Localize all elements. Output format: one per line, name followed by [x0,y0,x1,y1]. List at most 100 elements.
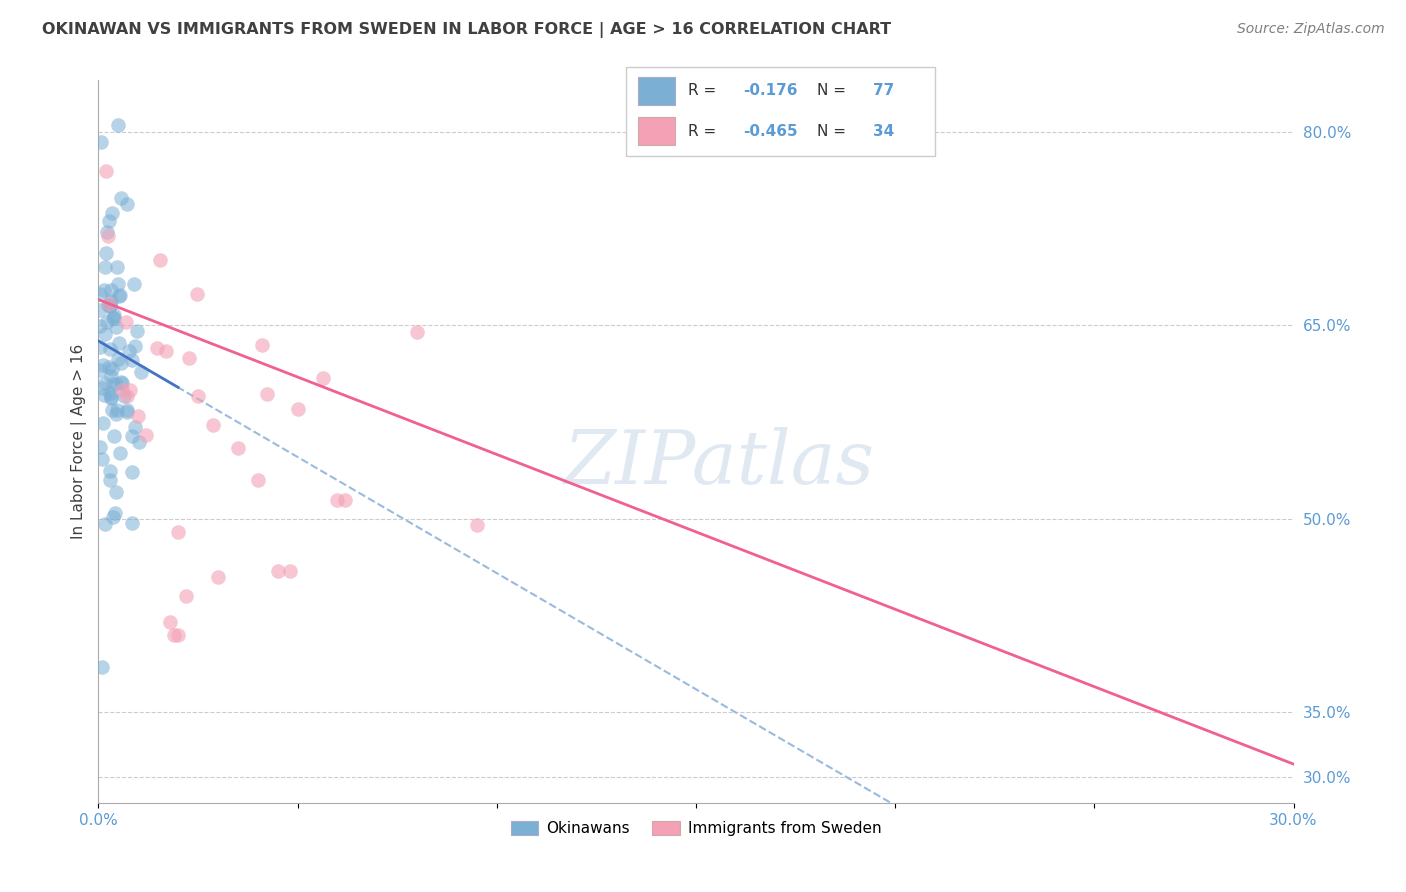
Point [115,405,138,419]
Point [96,163,118,178]
Point [94,376,117,391]
Point [100,391,122,405]
Point [104,320,127,334]
Point [124,419,146,434]
Point [100,283,122,297]
Bar [638,77,675,105]
Point [406,325,429,339]
Text: N =: N = [817,124,851,138]
Point [89,340,111,354]
Point [105,377,128,392]
Text: OKINAWAN VS IMMIGRANTS FROM SWEDEN IN LABOR FORCE | AGE > 16 CORRELATION CHART: OKINAWAN VS IMMIGRANTS FROM SWEDEN IN LA… [42,22,891,38]
Text: 77: 77 [873,84,894,98]
Point [89,440,111,454]
Point [115,196,138,211]
Point [207,570,229,584]
Point [98,474,121,488]
Point [115,389,138,403]
Text: -0.465: -0.465 [744,124,797,138]
Point [128,435,150,450]
Point [98,298,121,312]
Point [89,303,111,318]
Point [96,246,118,260]
Point [256,387,278,401]
Point [335,492,357,507]
Point [121,516,143,531]
Point [91,381,114,395]
Point [89,363,111,377]
Text: ZIPatlas: ZIPatlas [564,427,876,500]
Point [127,409,149,423]
Point [105,260,128,274]
Point [110,355,132,369]
Point [115,315,138,329]
Point [163,628,186,642]
Point [110,376,132,390]
Point [89,319,111,334]
Point [93,388,115,402]
Point [465,518,488,533]
Bar [638,117,675,145]
Point [101,311,124,326]
Point [117,344,139,359]
Point [96,225,118,239]
Point [159,615,181,630]
Text: R =: R = [688,84,721,98]
Point [146,341,169,355]
Point [267,564,290,578]
Point [278,564,301,578]
Point [103,311,125,326]
Point [115,403,138,417]
Point [226,441,249,455]
Point [100,369,122,384]
Point [98,297,121,311]
Point [98,464,121,478]
Point [149,253,172,268]
Point [110,191,132,205]
Point [177,351,200,365]
Point [91,417,114,431]
Text: R =: R = [688,124,721,138]
Point [103,429,125,443]
Point [110,288,132,302]
Point [246,473,269,487]
Point [312,371,335,385]
Point [103,510,125,524]
FancyBboxPatch shape [626,67,935,156]
Point [90,135,112,149]
Point [121,352,143,367]
Legend: Okinawans, Immigrants from Sweden: Okinawans, Immigrants from Sweden [505,814,887,842]
Point [129,366,152,380]
Point [250,338,273,352]
Point [101,361,124,376]
Point [100,342,122,356]
Point [101,377,124,392]
Point [89,287,111,301]
Point [104,506,127,520]
Point [110,446,132,460]
Point [98,299,121,313]
Point [90,451,112,466]
Point [93,283,115,297]
Point [135,428,157,442]
Point [167,628,190,642]
Text: N =: N = [817,84,851,98]
Point [94,260,117,275]
Point [104,484,127,499]
Point [90,660,112,674]
Point [120,383,142,397]
Point [122,277,145,291]
Point [96,315,118,329]
Point [121,466,143,480]
Point [100,390,122,404]
Point [108,335,131,350]
Point [107,277,129,291]
Point [108,289,131,303]
Point [107,119,129,133]
Point [121,428,143,442]
Point [97,360,120,375]
Text: -0.176: -0.176 [744,84,797,98]
Point [287,402,309,417]
Point [112,389,135,403]
Point [111,383,134,397]
